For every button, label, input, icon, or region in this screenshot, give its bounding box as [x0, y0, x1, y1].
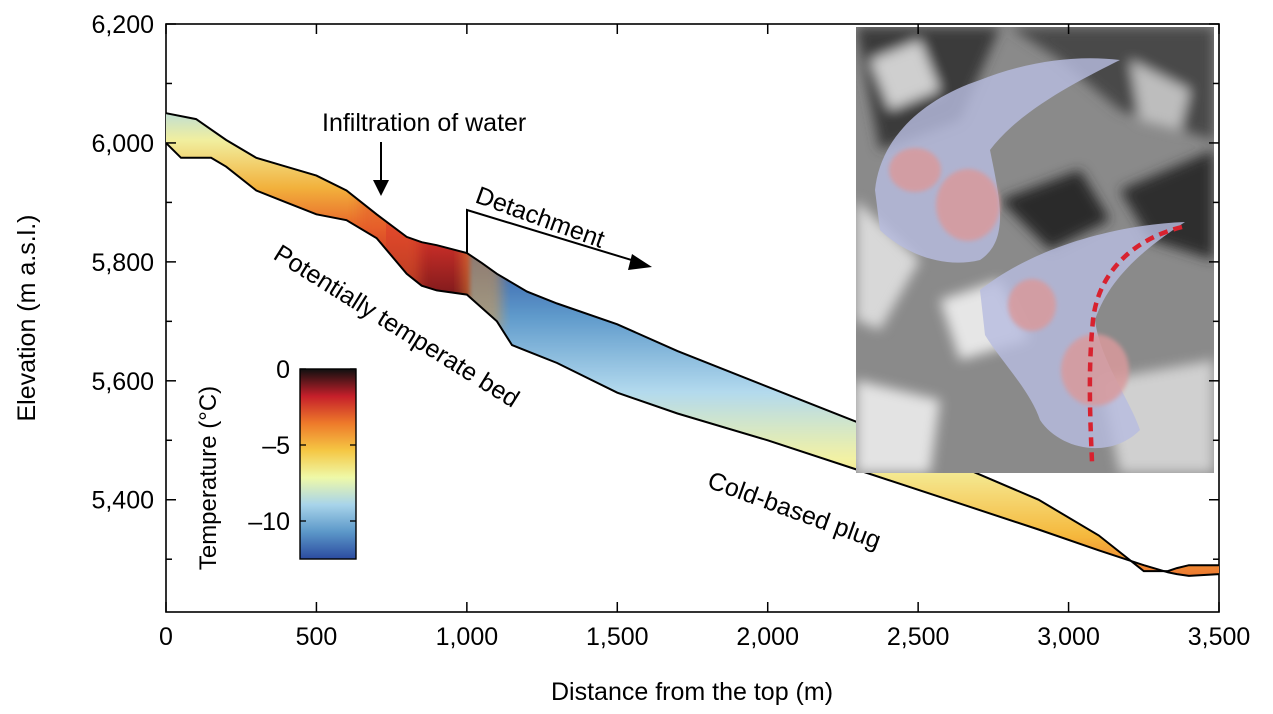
colorbar	[299, 368, 357, 560]
infiltration-arrow-head	[373, 180, 389, 196]
y-tick-label: 5,800	[91, 249, 154, 277]
colorbar-label: Temperature (°C)	[195, 386, 222, 570]
detachment-arrow-head	[628, 254, 652, 270]
x-axis-label: Distance from the top (m)	[551, 678, 833, 706]
x-tick-label: 2,500	[887, 623, 950, 651]
colorbar-tick-label: –5	[262, 432, 290, 460]
detachment-arrow-shaft	[466, 208, 639, 263]
x-tick-label: 0	[159, 623, 173, 651]
x-tick-label: 2,000	[736, 623, 799, 651]
annotation-cold-plug: Cold-based plug	[704, 466, 885, 555]
y-tick-label: 6,000	[91, 130, 154, 158]
x-tick-label: 3,500	[1188, 623, 1251, 651]
x-axis-ticks: 0 500 1,000 1,500 2,000 2,500 3,000 3,500	[159, 24, 1250, 651]
annotation-infiltration: Infiltration of water	[322, 109, 526, 137]
inset-temperate-zone-1	[889, 148, 941, 192]
colorbar-tick-label: 0	[276, 356, 290, 384]
inset-glacier-overlay-lower	[980, 222, 1185, 449]
colorbar-tick-label: –10	[248, 508, 290, 536]
y-tick-label: 6,200	[91, 11, 154, 39]
x-tick-label: 1,000	[436, 623, 499, 651]
inset-aerial-image	[856, 27, 1214, 473]
y-axis-label: Elevation (m a.s.l.)	[13, 214, 41, 421]
y-tick-label: 5,400	[91, 487, 154, 515]
inset-temperate-zone-4	[1061, 334, 1129, 406]
glacier-surface-line	[165, 112, 1219, 573]
inset-flowline-marker	[1087, 224, 1183, 463]
glacier-bed-line	[165, 142, 1220, 577]
x-tick-label: 1,500	[586, 623, 649, 651]
inset-temperate-zone-2	[936, 169, 1000, 241]
x-tick-label: 3,000	[1037, 623, 1100, 651]
y-tick-label: 5,600	[91, 368, 154, 396]
inset-glacier-overlay-upper	[875, 58, 1120, 263]
colorbar-ticks: 0 –5 –10	[248, 356, 356, 536]
y-axis-ticks: 5,400 5,600 5,800 6,000 6,200	[91, 11, 1219, 560]
inset-temperate-zone-3	[1008, 279, 1056, 331]
x-tick-label: 500	[296, 623, 338, 651]
plot-frame	[165, 23, 1220, 613]
